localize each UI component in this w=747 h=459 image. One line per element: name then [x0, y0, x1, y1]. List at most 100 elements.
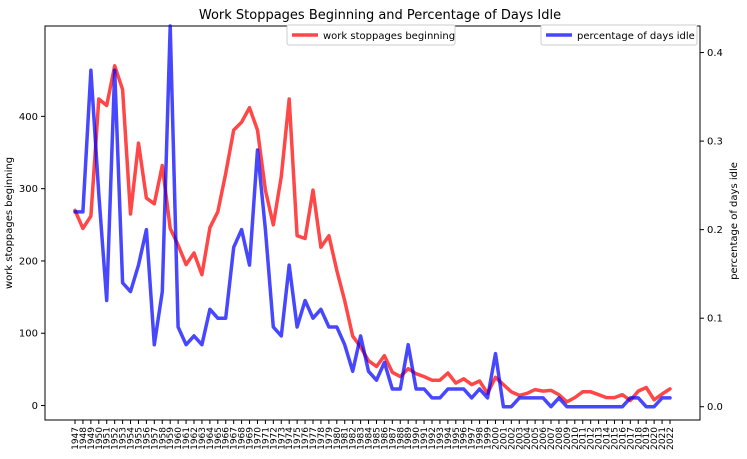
x-tick-label: 2015 — [610, 427, 620, 450]
x-tick-label: 1947 — [71, 427, 81, 450]
x-tick-label: 2019 — [642, 427, 652, 450]
x-tick-label: 2001 — [499, 427, 509, 450]
x-tick-label: 1981 — [341, 427, 351, 450]
x-tick-label: 1955 — [134, 427, 144, 450]
right-y-tick-label: 0.1 — [707, 314, 723, 325]
x-tick-label: 2000 — [491, 427, 501, 450]
x-tick-label: 1992 — [428, 427, 438, 450]
chart-title: Work Stoppages Beginning and Percentage … — [199, 8, 561, 23]
x-tick-label: 1954 — [127, 427, 137, 450]
right-y-axis: 0.0 0.1 0.2 0.3 0.4 — [700, 48, 723, 413]
x-tick-label: 1980 — [333, 427, 343, 450]
x-tick-label: 2002 — [507, 427, 517, 450]
x-tick-label: 1989 — [404, 427, 414, 450]
x-tick-label: 1963 — [198, 427, 208, 450]
right-y-tick-label: 0.4 — [707, 48, 723, 59]
x-tick-label: 1959 — [166, 427, 176, 450]
x-tick-label: 1986 — [380, 427, 390, 450]
x-tick-label: 1988 — [396, 427, 406, 450]
x-tick-label: 1993 — [436, 427, 446, 450]
x-tick-label: 2005 — [531, 427, 541, 450]
x-tick-label: 1965 — [214, 427, 224, 450]
x-tick-label: 2022 — [666, 427, 676, 450]
x-tick-label: 1967 — [230, 427, 240, 450]
x-tick-label: 1977 — [309, 427, 319, 450]
right-y-tick-label: 0.0 — [707, 402, 723, 413]
x-tick-label: 2008 — [555, 427, 565, 450]
x-tick-label: 1973 — [277, 427, 287, 450]
x-tick-label: 1972 — [269, 427, 279, 450]
x-tick-label: 2013 — [595, 427, 605, 450]
x-tick-label: 1978 — [317, 427, 327, 450]
x-tick-label: 1961 — [182, 427, 192, 450]
x-tick-label: 1949 — [87, 427, 97, 450]
x-tick-label: 2012 — [587, 427, 597, 450]
x-tick-label: 1994 — [444, 427, 454, 450]
x-tick-label: 1995 — [452, 427, 462, 450]
legend-right-label: percentage of days idle — [577, 31, 695, 42]
legend-left-box — [286, 24, 456, 46]
x-tick-label: 2004 — [523, 427, 533, 450]
x-tick-label: 1991 — [420, 427, 430, 450]
legend-left: work stoppages beginning — [286, 24, 456, 46]
x-tick-label: 1999 — [484, 427, 494, 450]
left-y-tick-label: 0 — [32, 401, 38, 412]
legend-left-label: work stoppages beginning — [323, 31, 455, 42]
left-y-axis: 0 100 200 300 400 — [19, 112, 45, 412]
right-y-tick-label: 0.2 — [707, 225, 723, 236]
series-line-percentage-idle — [73, 24, 672, 409]
x-tick-label: 1948 — [79, 427, 89, 450]
x-tick-label: 2006 — [539, 427, 549, 450]
left-y-tick-label: 400 — [19, 112, 38, 123]
x-tick-label: 1956 — [142, 427, 152, 450]
series-lines — [73, 24, 672, 409]
x-axis: 1947194819491950195119521953195419551956… — [71, 420, 676, 450]
x-tick-label: 1982 — [349, 427, 359, 450]
x-tick-label: 1952 — [111, 427, 121, 450]
x-tick-label: 1958 — [158, 427, 168, 450]
x-tick-label: 2021 — [658, 427, 668, 450]
left-y-tick-label: 100 — [19, 329, 38, 340]
x-tick-label: 1964 — [206, 427, 216, 450]
x-tick-label: 2017 — [626, 427, 636, 450]
plot-frame — [44, 25, 701, 421]
x-tick-label: 1996 — [460, 427, 470, 450]
x-tick-label: 1950 — [95, 427, 105, 450]
legend-right: percentage of days idle — [540, 24, 698, 46]
x-tick-label: 1975 — [293, 427, 303, 450]
x-tick-label: 1998 — [476, 427, 486, 450]
x-tick-label: 2016 — [618, 427, 628, 450]
x-tick-label: 1983 — [357, 427, 367, 450]
x-tick-label: 2014 — [603, 427, 613, 450]
right-y-axis-label: percentage of days idle — [729, 162, 740, 280]
x-tick-label: 1990 — [412, 427, 422, 450]
x-tick-label: 1966 — [222, 427, 232, 450]
x-tick-label: 1997 — [468, 427, 478, 450]
legend-right-box — [540, 24, 698, 46]
x-tick-label: 2018 — [634, 427, 644, 450]
x-tick-label: 1974 — [285, 427, 295, 450]
x-tick-label: 1960 — [174, 427, 184, 450]
left-y-tick-label: 300 — [19, 184, 38, 195]
x-tick-label: 1962 — [190, 427, 200, 450]
x-tick-label: 2003 — [515, 427, 525, 450]
x-tick-label: 1970 — [253, 427, 263, 450]
x-tick-label: 1968 — [238, 427, 248, 450]
x-tick-label: 2010 — [571, 427, 581, 450]
x-tick-label: 1951 — [103, 427, 113, 450]
x-tick-label: 1969 — [246, 427, 256, 450]
right-y-tick-label: 0.3 — [707, 137, 723, 148]
x-tick-label: 1985 — [372, 427, 382, 450]
x-tick-label: 2009 — [563, 427, 573, 450]
left-y-tick-label: 200 — [19, 256, 38, 267]
x-tick-label: 2011 — [579, 427, 589, 450]
x-tick-label: 1957 — [150, 427, 160, 450]
x-tick-label: 2007 — [547, 427, 557, 450]
x-tick-label: 1984 — [365, 427, 375, 450]
x-tick-label: 1987 — [388, 427, 398, 450]
left-y-axis-label: work stoppages beginning — [4, 157, 15, 289]
x-tick-label: 1953 — [119, 427, 129, 450]
x-tick-label: 1971 — [261, 427, 271, 450]
x-tick-label: 2020 — [650, 427, 660, 450]
